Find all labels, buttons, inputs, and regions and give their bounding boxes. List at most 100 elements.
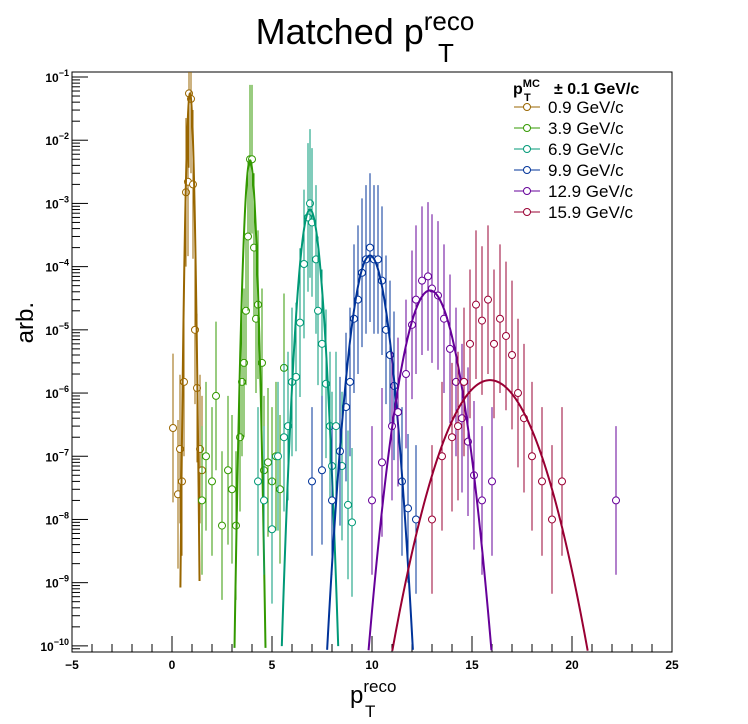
data-point	[224, 466, 232, 475]
data-point	[346, 377, 354, 386]
data-point	[514, 389, 522, 398]
data-point	[366, 243, 374, 252]
data-point	[260, 496, 268, 505]
data-point	[280, 433, 288, 442]
data-point	[490, 339, 498, 348]
legend-label: 6.9 GeV/c	[548, 140, 624, 159]
data-point	[428, 515, 436, 524]
x-tick-label: 10	[365, 658, 379, 672]
fit-curve	[179, 92, 201, 588]
series-group	[308, 173, 420, 650]
legend-header: pMC	[513, 78, 540, 98]
data-point	[198, 496, 206, 505]
legend-entry: 12.9 GeV/c	[514, 182, 634, 201]
legend-marker	[523, 124, 531, 132]
y-axis-label: arb.	[12, 302, 39, 343]
x-tick-label: 15	[465, 658, 479, 672]
data-point	[460, 377, 468, 386]
data-point	[402, 370, 410, 379]
data-point	[508, 350, 516, 359]
legend-entry: 0.9 GeV/c	[514, 98, 624, 117]
chart-title-subscript: T	[438, 38, 454, 68]
data-point	[538, 477, 546, 486]
legend-label: 0.9 GeV/c	[548, 98, 624, 117]
data-point	[528, 452, 536, 461]
data-point	[484, 295, 492, 304]
x-tick-label: 0	[169, 658, 176, 672]
data-point	[328, 496, 336, 505]
x-tick-label: 25	[665, 658, 679, 672]
data-point	[314, 306, 322, 315]
y-tick-label: 10−10	[40, 637, 69, 654]
legend-marker	[523, 103, 531, 111]
data-point	[424, 272, 432, 281]
legend-label: 3.9 GeV/c	[548, 119, 624, 138]
data-point	[189, 180, 197, 189]
data-point	[418, 276, 426, 285]
data-point	[478, 316, 486, 325]
data-point	[208, 477, 216, 486]
data-point	[454, 422, 462, 431]
data-point	[404, 504, 412, 513]
data-point	[344, 500, 352, 509]
legend-entry: 3.9 GeV/c	[514, 119, 624, 138]
series-group	[391, 225, 589, 651]
data-point	[472, 300, 480, 309]
legend-entry: 15.9 GeV/c	[514, 203, 634, 222]
legend-label: 12.9 GeV/c	[548, 182, 634, 201]
x-axis-label: preco	[350, 677, 396, 709]
y-tick-label: 10−8	[45, 510, 69, 527]
x-tick-label: −5	[65, 658, 79, 672]
data-point	[318, 466, 326, 475]
data-point	[332, 422, 340, 431]
legend-entry: 9.9 GeV/c	[514, 161, 624, 180]
legend-marker	[523, 208, 531, 216]
x-axis: −5 0 5 10 15 20 25	[65, 636, 679, 672]
data-point	[446, 344, 454, 353]
chart-title: Matched preco	[256, 6, 475, 52]
series-group	[367, 202, 620, 651]
data-point	[228, 485, 236, 494]
legend-label: 15.9 GeV/c	[548, 203, 634, 222]
legend-marker	[523, 187, 531, 195]
y-tick-label: 10−5	[45, 321, 69, 338]
data-point	[548, 515, 556, 524]
y-tick-label: 10−1	[45, 68, 69, 85]
legend: pMC T ± 0.1 GeV/c 0.9 GeV/c 3.9 GeV/c 6.9 …	[513, 78, 639, 222]
series-layer	[169, 72, 620, 651]
data-point	[218, 521, 226, 530]
fit-curve	[233, 159, 267, 648]
data-point	[169, 423, 177, 432]
fit-curve	[280, 208, 340, 647]
data-point	[612, 496, 620, 505]
x-axis-label-subscript: T	[365, 702, 375, 721]
legend-marker	[523, 166, 531, 174]
data-point	[368, 496, 376, 505]
y-tick-label: 10−6	[45, 384, 69, 401]
data-point	[496, 314, 504, 323]
data-point	[180, 377, 188, 386]
fit-curve	[391, 379, 589, 651]
data-point	[264, 458, 272, 467]
y-tick-label: 10−3	[45, 194, 69, 211]
legend-label: 9.9 GeV/c	[548, 161, 624, 180]
y-axis: 10−10 10−9 10−8 10−7 10−6 10−5 10−4 10−3 10−2 10−…	[40, 68, 88, 654]
x-tick-label: 5	[269, 658, 276, 672]
data-point	[448, 433, 456, 442]
data-point	[378, 458, 386, 467]
fit-curve	[367, 289, 493, 651]
data-point	[274, 452, 282, 461]
data-point	[202, 452, 210, 461]
data-point	[478, 496, 486, 505]
series-group	[198, 84, 288, 648]
legend-marker	[523, 145, 531, 153]
series-group	[169, 72, 206, 588]
legend-entry: 6.9 GeV/c	[514, 140, 624, 159]
y-tick-label: 10−7	[45, 447, 69, 464]
y-tick-label: 10−2	[45, 131, 69, 148]
data-point	[558, 477, 566, 486]
data-point	[502, 331, 510, 340]
data-point	[466, 339, 474, 348]
legend-header-subscript: T	[524, 92, 531, 104]
